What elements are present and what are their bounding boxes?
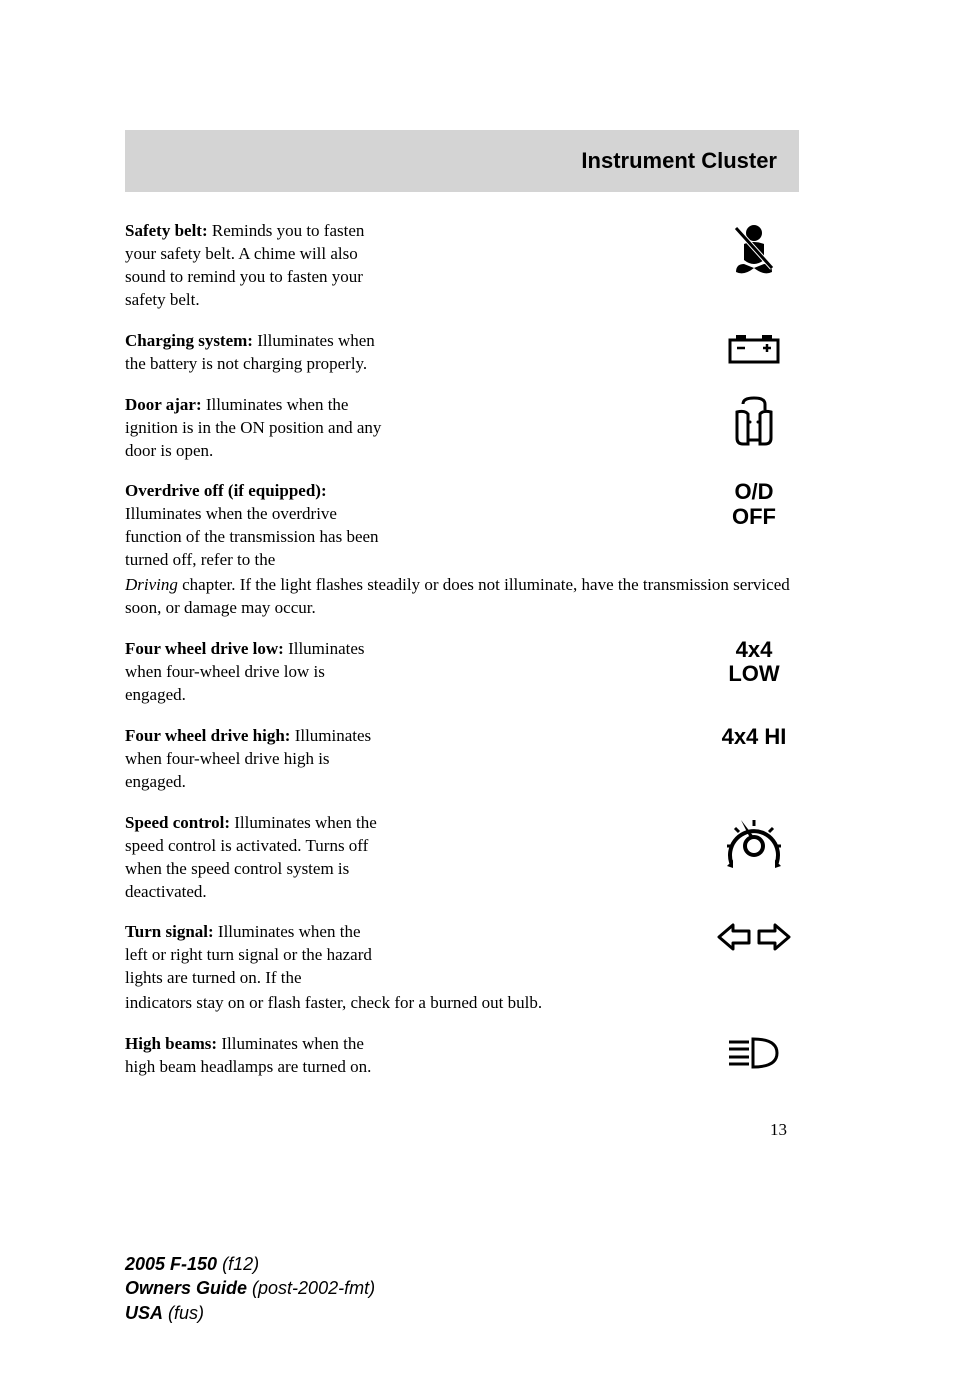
entry-text: Four wheel drive high: Illuminates when … bbox=[125, 725, 385, 794]
entry-text: Speed control: Illuminates when the spee… bbox=[125, 812, 385, 904]
term: Safety belt: bbox=[125, 221, 208, 240]
entry-text: Door ajar: Illuminates when the ignition… bbox=[125, 394, 385, 463]
footer-bold: USA bbox=[125, 1303, 163, 1323]
entry-safety-belt: Safety belt: Reminds you to fasten your … bbox=[125, 220, 799, 312]
entry-turn-signal: Turn signal: Illuminates when the left o… bbox=[125, 921, 799, 1015]
turn-signal-icon bbox=[709, 921, 799, 953]
italic-ref: Driving bbox=[125, 575, 178, 594]
term: Four wheel drive high: bbox=[125, 726, 290, 745]
term: Charging system: bbox=[125, 331, 253, 350]
term: Four wheel drive low: bbox=[125, 639, 284, 658]
entry-charging: Charging system: Illuminates when the ba… bbox=[125, 330, 799, 376]
entry-door-ajar: Door ajar: Illuminates when the ignition… bbox=[125, 394, 799, 463]
indicator-line2: LOW bbox=[728, 662, 779, 686]
indicator-line2: OFF bbox=[732, 505, 776, 529]
entry-text: Four wheel drive low: Illuminates when f… bbox=[125, 638, 385, 707]
fwd-high-indicator: 4x4 HI bbox=[709, 725, 799, 749]
seatbelt-icon bbox=[709, 220, 799, 276]
footer-rest: (f12) bbox=[217, 1254, 259, 1274]
indicator-line1: 4x4 bbox=[728, 638, 779, 662]
indicator-line1: 4x4 HI bbox=[722, 725, 787, 749]
entry-text: High beams: Illuminates when the high be… bbox=[125, 1033, 385, 1079]
entry-body: Illuminates when the overdrive function … bbox=[125, 504, 379, 569]
entry-fwd-low: Four wheel drive low: Illuminates when f… bbox=[125, 638, 799, 707]
entry-text: Safety belt: Reminds you to fasten your … bbox=[125, 220, 385, 312]
section-title: Instrument Cluster bbox=[581, 146, 777, 176]
indicator-line1: O/D bbox=[732, 480, 776, 504]
entry-fwd-high: Four wheel drive high: Illuminates when … bbox=[125, 725, 799, 794]
footer-line3: USA (fus) bbox=[125, 1301, 799, 1325]
overdrive-indicator: O/D OFF bbox=[709, 480, 799, 528]
page-number: 13 bbox=[125, 1119, 799, 1142]
entry-speed-control: Speed control: Illuminates when the spee… bbox=[125, 812, 799, 904]
footer-bold: 2005 F-150 bbox=[125, 1254, 217, 1274]
entry-text: Charging system: Illuminates when the ba… bbox=[125, 330, 385, 376]
term: Door ajar: bbox=[125, 395, 202, 414]
footer: 2005 F-150 (f12) Owners Guide (post-2002… bbox=[125, 1252, 799, 1325]
section-header: Instrument Cluster bbox=[125, 130, 799, 192]
high-beam-icon bbox=[709, 1033, 799, 1073]
term: Speed control: bbox=[125, 813, 230, 832]
term: Overdrive off (if equipped): bbox=[125, 481, 327, 500]
footer-line2: Owners Guide (post-2002-fmt) bbox=[125, 1276, 799, 1300]
entry-continuation: Driving chapter. If the light flashes st… bbox=[125, 572, 799, 620]
footer-bold: Owners Guide bbox=[125, 1278, 247, 1298]
battery-icon bbox=[709, 330, 799, 366]
entry-high-beams: High beams: Illuminates when the high be… bbox=[125, 1033, 799, 1079]
entry-text: Overdrive off (if equipped): Illuminates… bbox=[125, 480, 385, 572]
entry-continuation: indicators stay on or flash faster, chec… bbox=[125, 990, 799, 1015]
door-ajar-icon bbox=[709, 394, 799, 448]
footer-rest: (post-2002-fmt) bbox=[247, 1278, 375, 1298]
speed-control-icon bbox=[709, 812, 799, 874]
continuation-rest: indicators stay on or flash faster, chec… bbox=[125, 993, 542, 1012]
entry-text: Turn signal: Illuminates when the left o… bbox=[125, 921, 385, 990]
continuation-rest: chapter. If the light flashes steadily o… bbox=[125, 575, 790, 617]
footer-rest: (fus) bbox=[163, 1303, 204, 1323]
entry-overdrive: Overdrive off (if equipped): Illuminates… bbox=[125, 480, 799, 620]
term: High beams: bbox=[125, 1034, 217, 1053]
footer-line1: 2005 F-150 (f12) bbox=[125, 1252, 799, 1276]
fwd-low-indicator: 4x4 LOW bbox=[709, 638, 799, 686]
term: Turn signal: bbox=[125, 922, 214, 941]
